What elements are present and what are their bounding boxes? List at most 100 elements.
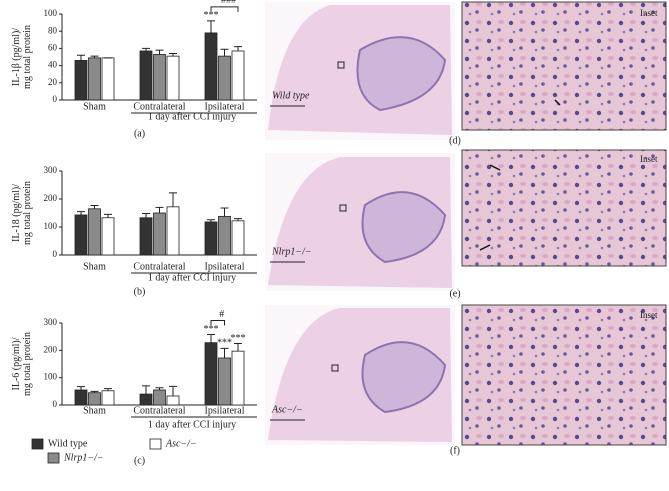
bar [139, 217, 153, 256]
x-axis-label: 1 day after CCI injury [148, 272, 236, 283]
x-axis-label: 1 day after CCI injury [148, 419, 236, 430]
x-tick-label: Ipsilateral [205, 405, 245, 416]
bar [166, 395, 180, 406]
error-bar [104, 213, 112, 218]
y-tick-label: 40 [48, 60, 58, 70]
bar [218, 215, 231, 256]
bar [204, 342, 218, 406]
panel-label: (a) [134, 128, 145, 139]
x-axis-label: 1 day after CCI injury [148, 111, 236, 122]
bar [166, 206, 180, 256]
significance: *** [217, 338, 232, 349]
image-label: Nlrp1−/− [271, 246, 312, 257]
y-tick-label: 0 [53, 94, 58, 104]
y-tick-label: 0 [53, 249, 58, 259]
panel-label: (c) [134, 455, 145, 466]
bar [139, 50, 153, 101]
error-bar [169, 53, 177, 57]
error-bar [220, 347, 229, 358]
bar [101, 57, 115, 101]
panel-label: (d) [449, 135, 461, 146]
error-bar [220, 207, 229, 217]
bracket [210, 6, 239, 12]
significance: # [219, 309, 224, 320]
panel-label: (f) [450, 445, 460, 456]
bar [74, 60, 88, 101]
panel-label: (b) [134, 286, 146, 297]
y-tick-label: 100 [44, 221, 58, 231]
x-tick-label: Sham [83, 261, 106, 272]
y-tick-label: 100 [44, 372, 58, 382]
bar [153, 212, 166, 256]
y-tick-label: 100 [44, 8, 58, 18]
legend-label: Wild type [48, 438, 88, 449]
y-axis-label-line: mg total protein [22, 25, 33, 89]
legend-swatch [31, 438, 44, 450]
x-tick-label: Contralateral [133, 261, 185, 272]
error-bar [77, 386, 85, 390]
error-bar [142, 47, 150, 51]
bar [204, 221, 218, 256]
panel-label: (e) [449, 288, 460, 299]
y-axis-label-line: mg total protein [22, 181, 33, 245]
y-tick-label: 300 [44, 165, 58, 175]
bracket [210, 319, 225, 326]
x-tick-label: Sham [83, 101, 106, 112]
y-tick-label: 80 [48, 25, 58, 35]
significance: *** [204, 10, 219, 21]
significance: ### [221, 0, 236, 6]
y-tick-label: 200 [44, 193, 58, 203]
bar [153, 54, 166, 101]
x-tick-label: Contralateral [133, 101, 185, 112]
legend-swatch [149, 438, 162, 450]
bar [166, 55, 180, 101]
bar [74, 214, 88, 256]
error-bar [90, 390, 99, 393]
y-tick-label: 20 [48, 77, 58, 87]
bar [139, 393, 153, 406]
bar [101, 390, 115, 406]
error-bar [77, 54, 85, 61]
legend-swatch [47, 452, 60, 464]
error-bar [234, 218, 242, 221]
bar [204, 32, 218, 101]
y-axis-label-line: IL-1β (pg/ml)/ [11, 28, 22, 86]
error-bar [207, 20, 215, 33]
y-axis-label-line: IL-6 (pg/ml)/ [11, 337, 22, 390]
image-label: Asc−/− [271, 404, 303, 415]
bar [218, 357, 231, 406]
bar [231, 50, 245, 101]
error-bar [155, 387, 164, 390]
x-tick-label: Ipsilateral [205, 101, 245, 112]
error-bar [142, 385, 150, 395]
y-axis-label: IL-18 (pg/ml)/mg total protein [11, 181, 33, 245]
y-tick-label: 300 [44, 317, 58, 327]
significance: *** [204, 324, 219, 335]
image-label: Wild type [272, 90, 310, 101]
error-bar [155, 206, 164, 213]
y-tick-label: 0 [53, 399, 58, 409]
error-bar [234, 46, 242, 51]
significance: *** [231, 333, 246, 344]
bar [231, 350, 245, 406]
bar [88, 392, 101, 406]
x-tick-label: Ipsilateral [205, 261, 245, 272]
error-bar [142, 213, 150, 218]
error-bar [77, 211, 85, 215]
inset-label: Inset [640, 154, 658, 164]
x-tick-label: Contralateral [133, 405, 185, 416]
error-bar [207, 333, 215, 343]
y-axis-label: IL-1β (pg/ml)/mg total protein [11, 25, 33, 89]
error-bar [169, 385, 177, 396]
error-bar [90, 55, 99, 58]
bar [88, 57, 101, 101]
y-axis-label: IL-6 (pg/ml)/mg total protein [11, 332, 33, 396]
error-bar [104, 388, 112, 391]
legend-label: Asc−/− [165, 438, 197, 449]
bar [218, 55, 231, 101]
error-bar [90, 204, 99, 209]
bar [74, 389, 88, 406]
y-tick-label: 200 [44, 344, 58, 354]
error-bar [220, 48, 229, 57]
